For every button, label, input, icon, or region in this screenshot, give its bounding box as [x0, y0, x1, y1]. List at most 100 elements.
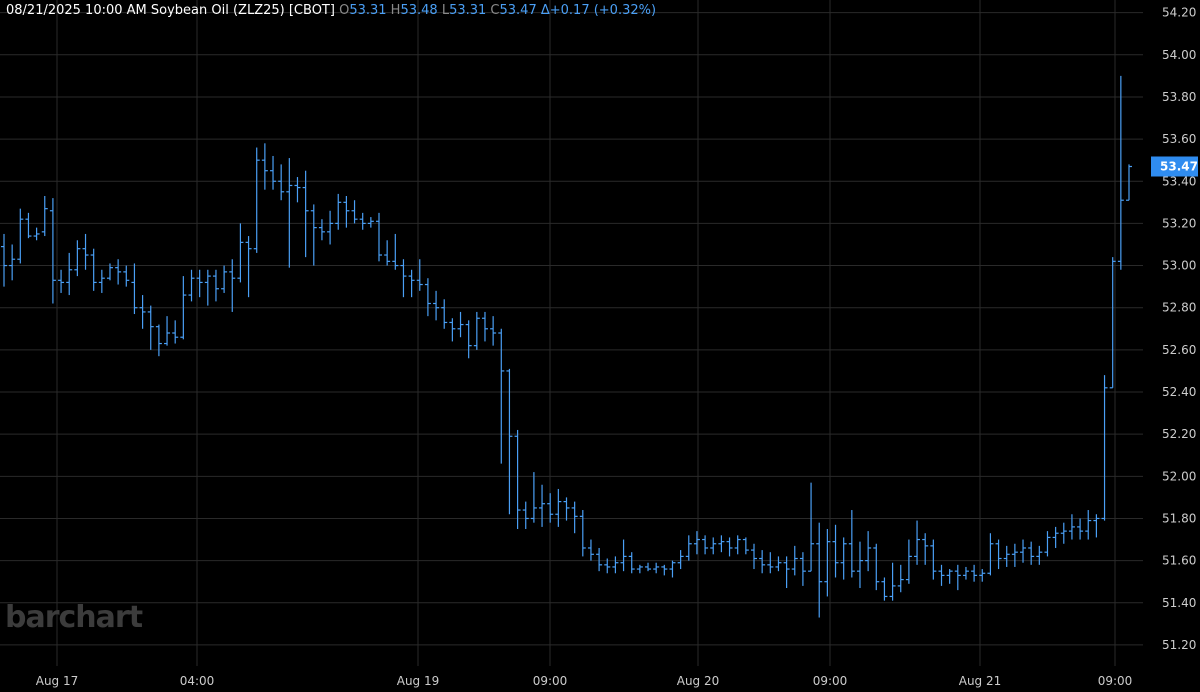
- ohlc-bar: [628, 552, 635, 574]
- ohlc-bar: [783, 556, 790, 589]
- ohlc-bar: [1044, 531, 1051, 557]
- ohlc-bar: [441, 299, 448, 329]
- ohlc-bar: [335, 193, 342, 230]
- ohlc-bar: [9, 244, 16, 281]
- ohlc-bar: [237, 223, 244, 283]
- high-value: 53.48: [400, 3, 438, 18]
- ohlc-bar: [1126, 164, 1132, 201]
- ohlc-bar: [490, 316, 497, 346]
- ohlc-bar: [840, 537, 847, 580]
- ohlc-bar: [718, 535, 725, 553]
- ohlc-bar: [400, 259, 407, 298]
- ohlc-bar: [343, 196, 350, 228]
- ohlc-bar: [1077, 518, 1084, 540]
- ohlc-bar: [147, 305, 154, 350]
- ohlc-bar: [547, 493, 554, 523]
- ohlc-bar: [645, 562, 652, 572]
- ohlc-bar: [278, 164, 285, 201]
- ohlc-bar: [506, 368, 513, 515]
- ohlc-bar: [962, 566, 969, 580]
- ohlc-bar: [294, 177, 301, 203]
- y-tick-label: 52.20: [1162, 427, 1196, 441]
- ohlc-bar: [1060, 522, 1067, 544]
- ohlc-bar: [1028, 541, 1035, 565]
- ohlc-bar: [759, 550, 766, 574]
- ohlc-bar: [49, 198, 56, 304]
- ohlc-bar: [816, 522, 823, 618]
- ohlc-bar: [416, 259, 423, 291]
- last-price-label: 53.47: [1160, 160, 1198, 174]
- ohlc-bar: [742, 537, 749, 555]
- ohlc-bar: [873, 543, 880, 591]
- ohlc-bar: [17, 208, 24, 264]
- ohlc-bar: [775, 556, 782, 572]
- y-tick-label: 53.20: [1162, 216, 1196, 230]
- ohlc-bar: [188, 269, 195, 302]
- ohlc-bar: [310, 204, 317, 266]
- ohlc-bar: [74, 240, 81, 277]
- low-value: 53.31: [449, 3, 487, 18]
- ohlc-bar: [914, 520, 921, 565]
- ohlc-bar: [82, 233, 89, 270]
- ohlc-bar: [987, 533, 994, 576]
- ohlc-bar: [481, 311, 488, 342]
- ohlc-bar: [1011, 543, 1018, 567]
- change-value: Δ+0.17 (+0.32%): [540, 3, 657, 18]
- ohlc-bar: [930, 539, 937, 580]
- ohlc-bar: [106, 263, 113, 281]
- ohlc-bar: [41, 196, 48, 237]
- ohlc-bar: [327, 210, 334, 245]
- y-tick-label: 51.60: [1162, 554, 1196, 568]
- ohlc-bar: [204, 269, 211, 306]
- y-tick-label: 53.40: [1162, 174, 1196, 188]
- x-tick-label: 09:00: [533, 674, 568, 688]
- ohlc-bar: [710, 537, 717, 555]
- ohlc-bar: [424, 278, 431, 317]
- ohlc-bar: [856, 541, 863, 589]
- ohlc-bar: [897, 564, 904, 593]
- ohlc-bar: [384, 240, 391, 266]
- x-tick-label: Aug 19: [397, 674, 440, 688]
- x-tick-label: Aug 17: [36, 674, 79, 688]
- ohlc-bar: [832, 524, 839, 578]
- ohlc-bar: [612, 556, 619, 574]
- ohlc-bar: [408, 269, 415, 298]
- ohlc-bar: [808, 482, 815, 572]
- price-axis: 54.20 54.00 53.80 53.60 53.40 53.20 53.00 52.80…: [1162, 6, 1196, 652]
- ohlc-bar: [123, 265, 130, 287]
- ohlc-bar: [824, 529, 831, 597]
- ohlc-bar: [661, 564, 668, 576]
- ohlc-bar: [286, 158, 293, 268]
- ohlc-bar: [1, 233, 7, 287]
- ohlc-bar: [229, 259, 236, 312]
- ohlc-bar: [1068, 514, 1075, 540]
- ohlc-bar: [1036, 545, 1043, 565]
- ohlc-bar: [1093, 514, 1100, 538]
- ohlc-bar: [938, 564, 945, 586]
- y-tick-label: 52.00: [1162, 469, 1196, 483]
- ohlc-bar: [734, 535, 741, 555]
- ohlc-bar: [449, 318, 456, 342]
- ohlc-bar: [376, 212, 382, 262]
- ohlc-bar: [318, 219, 325, 241]
- x-tick-label: 09:00: [813, 674, 848, 688]
- ohlc-bar: [971, 564, 978, 582]
- ohlc-bar: [587, 539, 594, 561]
- ohlc-bar: [245, 236, 252, 298]
- ohlc-bar: [212, 269, 219, 302]
- header-instrument: Soybean Oil (ZLZ25) [CBOT]: [150, 3, 335, 18]
- ohlc-bar: [702, 535, 709, 555]
- ohlc-bar: [351, 200, 358, 224]
- ohlc-bar: [302, 170, 309, 258]
- ohlc-bar: [155, 324, 162, 357]
- ohlc-bar: [954, 564, 961, 591]
- ohlc-bar: [946, 569, 953, 584]
- ohlc-bar: [131, 263, 138, 315]
- ohlc-bar: [693, 531, 700, 555]
- y-tick-label: 54.20: [1162, 6, 1196, 20]
- ohlc-bar: [473, 311, 480, 350]
- ohlc-bar: [995, 539, 1002, 570]
- ohlc-bar: [636, 564, 643, 574]
- close-value: 53.47: [499, 3, 537, 18]
